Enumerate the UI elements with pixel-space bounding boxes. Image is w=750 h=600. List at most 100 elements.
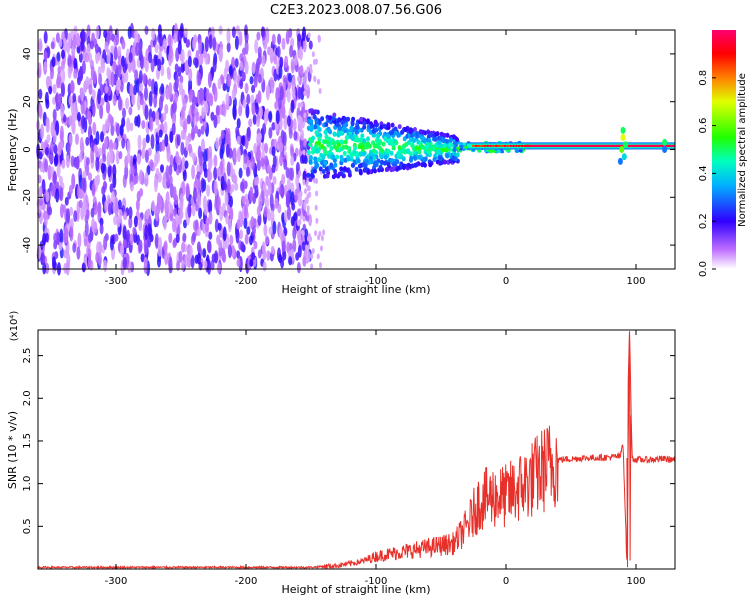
band-mark <box>455 152 460 158</box>
band-mark <box>411 145 416 151</box>
noise-mark <box>264 142 269 154</box>
noise-mark <box>173 33 178 44</box>
noise-mark <box>222 103 227 117</box>
noise-mark <box>99 223 104 235</box>
disturbance-mark <box>617 157 623 165</box>
noise-mark <box>194 219 199 231</box>
band-mark <box>417 149 422 155</box>
line-core <box>525 144 675 148</box>
noise-mark <box>126 152 131 163</box>
band-mark <box>406 148 411 154</box>
noise-mark <box>128 206 133 219</box>
noise-mark <box>296 262 301 274</box>
band-mark <box>367 143 372 149</box>
noise-mark <box>304 69 308 76</box>
x-tick-label: -100 <box>365 576 388 587</box>
noise-mark <box>229 206 234 221</box>
noise-mark <box>122 256 127 271</box>
noise-mark <box>92 121 97 136</box>
colorbar-tick-label: 0.6 <box>698 118 709 134</box>
noise-mark <box>196 171 201 180</box>
band-mark <box>386 133 391 139</box>
noise-mark <box>252 114 257 125</box>
band-mark <box>331 116 336 121</box>
noise-mark <box>220 141 225 155</box>
noise-mark <box>116 79 120 91</box>
noise-mark <box>144 149 149 163</box>
band-mark <box>421 156 426 162</box>
noise-mark <box>57 71 61 86</box>
noise-mark <box>253 142 258 154</box>
noise-mark <box>73 57 78 69</box>
band-mark <box>337 126 342 131</box>
noise-mark <box>104 199 109 213</box>
band-mark <box>353 145 358 151</box>
band-mark <box>401 144 406 150</box>
band-mark <box>371 140 376 146</box>
band-mark <box>431 146 435 152</box>
noise-mark <box>308 233 311 240</box>
band-mark <box>333 168 338 174</box>
noise-mark <box>249 258 254 268</box>
noise-mark <box>279 56 284 68</box>
noise-mark <box>271 33 276 46</box>
noise-mark <box>287 205 291 221</box>
line-core <box>509 144 513 148</box>
noise-mark <box>253 240 258 250</box>
noise-mark <box>195 111 200 122</box>
band-mark <box>445 132 450 138</box>
noise-mark <box>124 70 129 83</box>
noise-mark <box>188 143 193 154</box>
noise-mark <box>299 116 304 130</box>
band-mark <box>362 138 367 144</box>
noise-mark <box>310 113 314 120</box>
noise-mark <box>116 218 121 228</box>
noise-mark <box>302 75 307 86</box>
noise-mark <box>303 112 307 119</box>
noise-mark <box>81 262 86 273</box>
band-mark <box>359 116 364 122</box>
band-mark <box>350 121 355 127</box>
noise-mark <box>192 152 197 162</box>
noise-mark <box>249 186 254 202</box>
spectrogram-panel: -300 -200 -100 0 100 40 20 0 -20 -40 Height of s… <box>6 22 676 296</box>
noise-mark <box>149 159 154 170</box>
noise-mark <box>192 231 196 242</box>
noise-mark <box>208 156 213 168</box>
band-mark <box>340 120 345 125</box>
noise-mark <box>281 37 286 50</box>
noise-mark <box>168 256 173 273</box>
noise-mark <box>218 46 223 62</box>
noise-mark <box>81 60 86 75</box>
noise-mark <box>311 51 315 58</box>
band-mark <box>364 143 369 149</box>
noise-mark <box>147 147 152 157</box>
band-mark <box>332 140 337 146</box>
noise-mark <box>78 199 83 209</box>
noise-mark <box>163 121 168 134</box>
noise-mark <box>147 78 152 87</box>
noise-mark <box>270 80 275 94</box>
noise-mark <box>266 164 271 173</box>
noise-mark <box>277 96 282 110</box>
noise-mark <box>281 240 286 253</box>
band-mark <box>319 152 324 158</box>
noise-mark <box>283 209 288 224</box>
band-mark <box>378 139 383 144</box>
band-mark <box>309 127 314 132</box>
band-mark <box>325 173 330 179</box>
noise-mark <box>171 122 176 136</box>
noise-mark <box>129 233 134 246</box>
noise-mark <box>135 42 140 57</box>
noise-mark <box>313 76 317 83</box>
noise-mark <box>275 110 280 125</box>
noise-mark <box>88 84 93 95</box>
noise-mark <box>141 147 146 160</box>
noise-mark <box>106 67 111 79</box>
noise-mark <box>299 190 303 197</box>
noise-mark <box>128 216 133 229</box>
noise-mark <box>253 74 258 88</box>
noise-mark <box>295 252 300 261</box>
band-mark <box>309 119 314 125</box>
